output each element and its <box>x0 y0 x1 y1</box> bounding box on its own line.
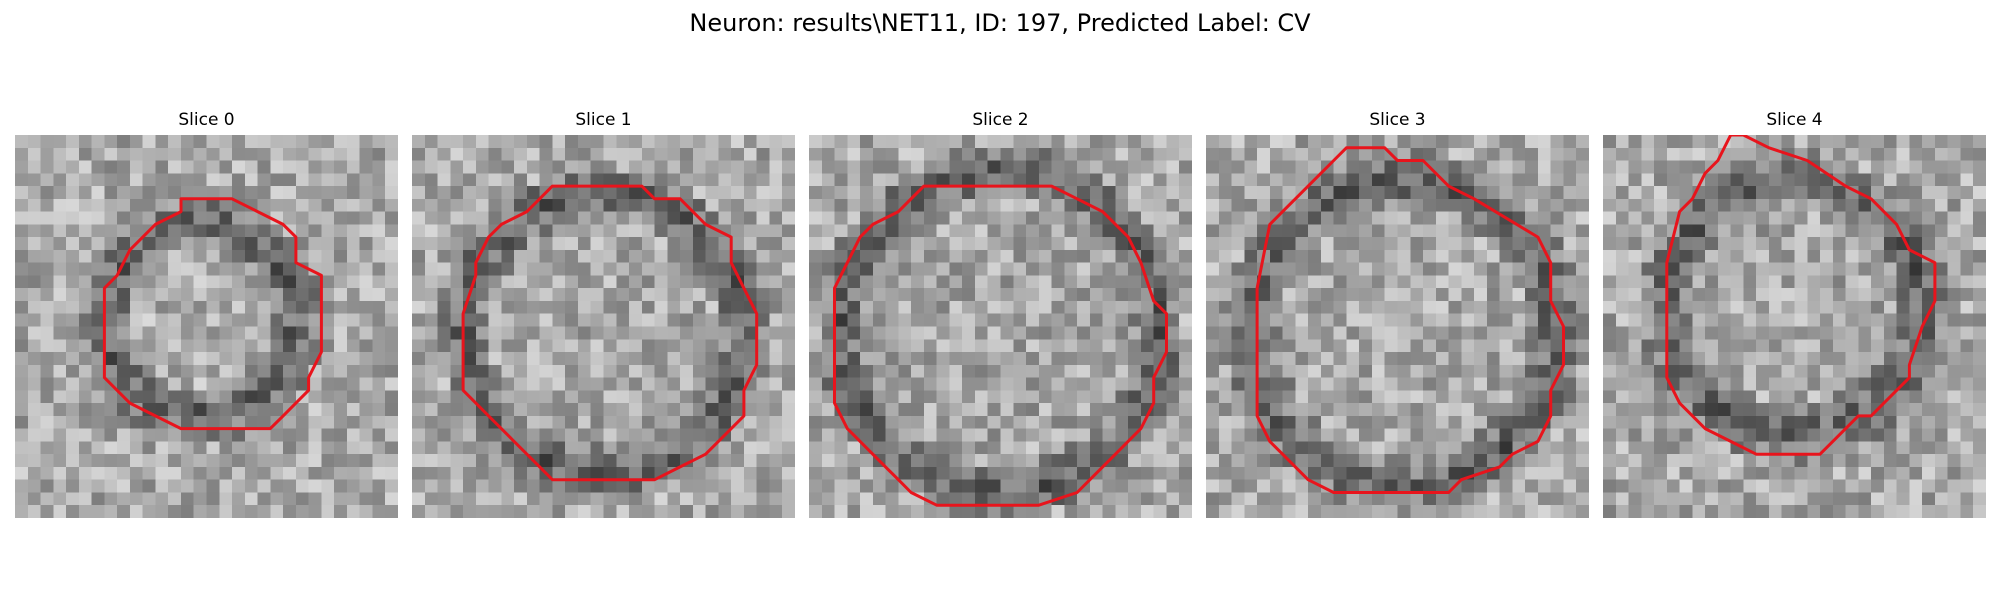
segmentation-contour <box>1255 146 1565 494</box>
segmentation-contour <box>1665 135 1937 456</box>
segmentation-contour <box>461 184 759 482</box>
slice-image-3 <box>1206 135 1589 518</box>
slice-title-4: Slice 4 <box>1766 110 1823 130</box>
slice-panel-1: Slice 1 <box>412 108 795 523</box>
segmentation-contour <box>102 197 323 431</box>
slice-image-1 <box>412 135 795 518</box>
slice-title-1: Slice 1 <box>575 110 632 130</box>
slice-image-2 <box>809 135 1192 518</box>
slice-panel-4: Slice 4 <box>1603 108 1986 523</box>
slice-panel-0: Slice 0 <box>15 108 398 523</box>
slice-panel-3: Slice 3 <box>1206 108 1589 523</box>
figure-title: Neuron: results\NET11, ID: 197, Predicte… <box>689 9 1311 37</box>
slice-title-0: Slice 0 <box>178 110 235 130</box>
segmentation-contour <box>833 184 1168 507</box>
slice-image-4 <box>1603 135 1986 518</box>
slice-image-0 <box>15 135 398 518</box>
slice-title-3: Slice 3 <box>1369 110 1426 130</box>
slice-panel-2: Slice 2 <box>809 108 1192 523</box>
slice-title-2: Slice 2 <box>972 110 1029 130</box>
